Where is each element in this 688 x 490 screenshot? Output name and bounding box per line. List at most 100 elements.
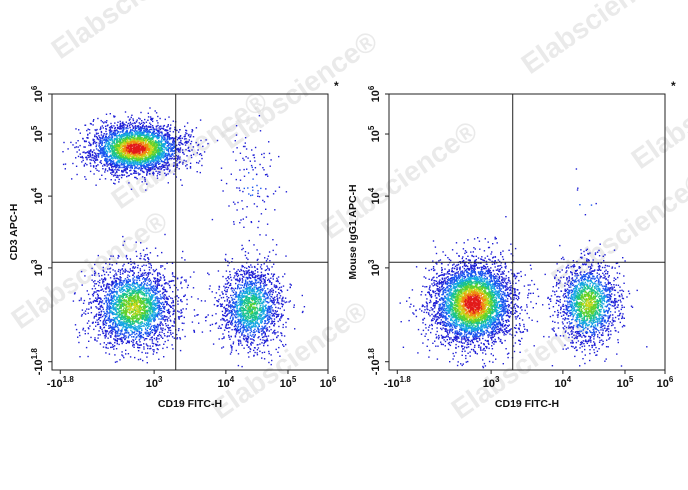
event-dot <box>159 323 161 325</box>
event-dot <box>132 157 134 159</box>
event-dot <box>93 141 95 143</box>
event-dot <box>147 153 149 155</box>
event-dot <box>101 153 103 155</box>
event-dot <box>116 145 118 147</box>
event-dot <box>168 152 170 154</box>
event-dot <box>140 325 142 327</box>
event-dot <box>143 269 146 272</box>
event-dot <box>136 138 138 140</box>
event-dot <box>123 158 126 160</box>
event-dot <box>85 152 87 154</box>
event-dot <box>157 141 160 143</box>
event-dot <box>146 247 148 250</box>
event-dot <box>119 298 121 300</box>
event-dot <box>101 306 104 308</box>
event-dot <box>147 119 149 121</box>
event-dot <box>133 156 136 158</box>
event-dot <box>138 344 141 346</box>
event-dot <box>118 307 121 310</box>
event-dot <box>170 124 172 126</box>
event-dot <box>132 134 134 137</box>
event-dot <box>105 145 107 148</box>
event-dot <box>78 129 80 131</box>
event-dot <box>140 167 142 169</box>
event-dot <box>82 329 84 331</box>
event-dot <box>189 167 192 169</box>
event-dot <box>118 296 120 299</box>
event-dot <box>124 141 126 144</box>
event-dot <box>172 275 174 277</box>
event-dot <box>155 289 158 291</box>
event-dot <box>163 165 165 167</box>
event-dot <box>128 148 130 150</box>
event-dot <box>134 142 136 144</box>
event-dot <box>167 124 169 126</box>
event-dot <box>140 131 143 134</box>
event-dot <box>138 277 141 280</box>
event-dot <box>153 317 155 319</box>
event-dot <box>90 301 92 303</box>
event-dot <box>177 303 179 305</box>
event-dot <box>99 305 101 307</box>
event-dot <box>122 270 125 272</box>
event-dot <box>159 152 162 154</box>
event-dot <box>121 295 124 297</box>
event-dot <box>142 121 144 124</box>
event-dot <box>172 154 174 156</box>
watermark-text: Elabscience® <box>316 115 484 245</box>
event-dot <box>149 338 151 341</box>
event-dot <box>116 135 118 137</box>
event-dot <box>94 162 96 164</box>
event-dot <box>146 151 148 154</box>
event-dot <box>154 282 157 285</box>
event-dot <box>125 158 127 160</box>
event-dot <box>163 143 166 145</box>
event-dot <box>152 167 154 169</box>
event-dot <box>131 291 133 293</box>
event-dot <box>167 146 170 149</box>
event-dot <box>135 141 138 144</box>
event-dot <box>93 292 95 295</box>
event-dot <box>104 145 106 148</box>
event-dot <box>183 279 186 281</box>
event-dot <box>103 154 105 156</box>
event-dot <box>136 163 138 165</box>
event-dot <box>139 140 142 142</box>
event-dot <box>152 136 155 139</box>
event-dot <box>158 160 161 162</box>
event-dot <box>135 305 138 308</box>
event-dot <box>126 162 128 165</box>
event-dot <box>120 279 122 281</box>
event-dot <box>139 163 141 165</box>
event-dot <box>103 327 105 329</box>
event-dot <box>153 154 155 156</box>
event-dot <box>161 143 163 145</box>
event-dot <box>147 142 149 144</box>
event-dot <box>155 337 158 339</box>
event-dot <box>158 305 160 307</box>
event-dot <box>110 306 112 309</box>
event-dot <box>171 272 174 274</box>
event-dot <box>154 158 157 160</box>
event-dot <box>164 129 166 132</box>
event-dot <box>124 303 126 305</box>
event-dot <box>143 127 145 130</box>
event-dot <box>160 167 162 170</box>
event-dot <box>98 154 100 156</box>
event-dot <box>151 156 154 158</box>
event-dot <box>105 150 108 152</box>
event-dot <box>178 143 180 146</box>
event-dot <box>103 342 105 344</box>
event-dot <box>141 157 144 160</box>
event-dot <box>133 172 135 174</box>
event-dot <box>130 167 132 169</box>
event-dot <box>179 147 182 149</box>
event-dot <box>113 157 115 159</box>
event-dot <box>152 345 154 347</box>
event-dot <box>202 145 204 148</box>
event-dot <box>156 143 159 146</box>
event-dot <box>136 131 139 133</box>
event-dot <box>154 128 156 130</box>
event-dot <box>136 145 138 147</box>
event-dot <box>186 140 188 143</box>
